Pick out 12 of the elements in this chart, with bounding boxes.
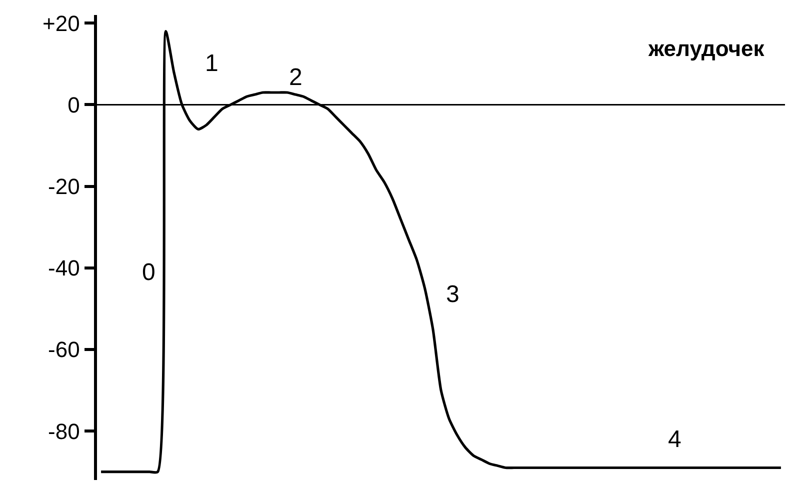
annotation: 2 xyxy=(289,64,302,91)
y-tick-label: -60 xyxy=(48,337,80,362)
y-tick-label: +20 xyxy=(42,10,80,36)
y-tick-label: -80 xyxy=(48,418,80,444)
annotation: 3 xyxy=(446,281,460,308)
annotation: 1 xyxy=(205,50,218,77)
y-tick-label: -20 xyxy=(48,174,80,200)
annotation: 0 xyxy=(142,259,156,286)
annotation: 4 xyxy=(668,426,682,453)
y-tick-label: -40 xyxy=(48,256,80,281)
text: желудочек xyxy=(647,36,766,61)
y-tick-label: 0 xyxy=(68,92,80,118)
